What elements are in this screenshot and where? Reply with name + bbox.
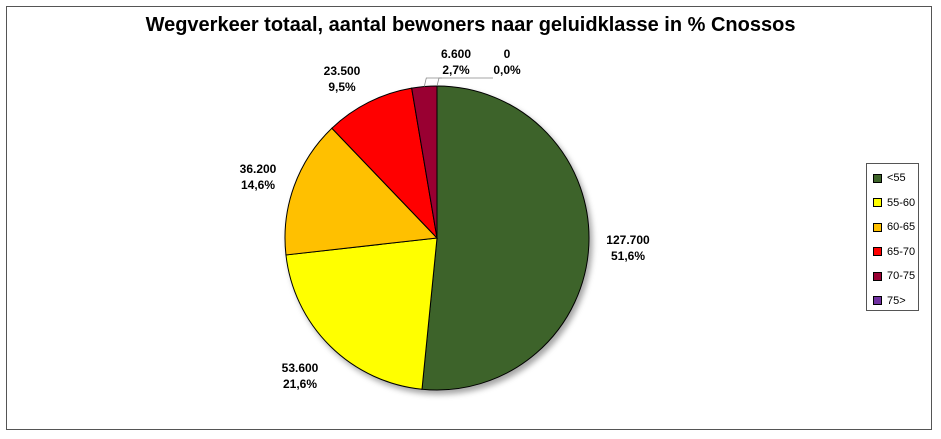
pie-slice-55-60 bbox=[285, 237, 438, 390]
legend-label: 60-65 bbox=[887, 221, 916, 234]
data-label-slice-55: 127.700 51,6% bbox=[598, 232, 658, 264]
data-label-percent: 9,5% bbox=[328, 80, 356, 94]
pie-slice-70-75 bbox=[411, 85, 438, 239]
data-label-value: 23.500 bbox=[323, 64, 361, 78]
data-label-value: 127.700 bbox=[606, 233, 650, 247]
legend-label: 70-75 bbox=[887, 270, 916, 283]
pie-slice-60-65 bbox=[284, 127, 439, 256]
pie-slice-55 bbox=[421, 85, 590, 391]
legend: <55 55-60 60-65 65-70 70-75 75> bbox=[866, 163, 919, 311]
legend-item-55: <55 bbox=[873, 166, 918, 191]
leader-line-slice-75 bbox=[436, 77, 493, 87]
data-label-percent: 2,7% bbox=[442, 63, 470, 77]
data-label-percent: 51,6% bbox=[610, 249, 646, 263]
legend-swatch bbox=[873, 247, 882, 257]
legend-item-70-75: 70-75 bbox=[873, 264, 918, 289]
data-label-value: 53.600 bbox=[281, 361, 319, 375]
legend-label: 65-70 bbox=[887, 245, 916, 258]
data-label-slice-55-60: 53.600 21,6% bbox=[270, 360, 330, 392]
data-label-slice-75: 0 0,0% bbox=[477, 46, 537, 78]
legend-label: 75> bbox=[887, 294, 906, 307]
data-label-slice-65-70: 23.500 9,5% bbox=[312, 63, 372, 95]
data-label-value: 0 bbox=[503, 47, 511, 61]
legend-item-55-60: 55-60 bbox=[873, 191, 918, 216]
legend-label: <55 bbox=[887, 172, 906, 185]
data-label-slice-60-65: 36.200 14,6% bbox=[228, 161, 288, 193]
data-label-slice-70-75: 6.600 2,7% bbox=[426, 46, 486, 78]
legend-item-60-65: 60-65 bbox=[873, 215, 918, 240]
data-label-percent: 21,6% bbox=[282, 377, 318, 391]
data-label-value: 36.200 bbox=[239, 162, 277, 176]
pie-slice-65-70 bbox=[331, 87, 438, 240]
data-label-percent: 14,6% bbox=[240, 178, 276, 192]
legend-swatch bbox=[873, 222, 882, 232]
legend-swatch bbox=[873, 271, 882, 281]
legend-swatch bbox=[873, 173, 882, 183]
legend-item-65-70: 65-70 bbox=[873, 240, 918, 265]
chart-title: Wegverkeer totaal, aantal bewoners naar … bbox=[145, 14, 796, 36]
data-label-value: 6.600 bbox=[440, 47, 472, 61]
leader-line-slice-70-75 bbox=[423, 77, 442, 87]
legend-swatch bbox=[873, 296, 882, 306]
legend-swatch bbox=[873, 198, 882, 208]
legend-item-75: 75> bbox=[873, 289, 918, 314]
data-label-percent: 0,0% bbox=[493, 63, 521, 77]
legend-label: 55-60 bbox=[887, 196, 916, 209]
